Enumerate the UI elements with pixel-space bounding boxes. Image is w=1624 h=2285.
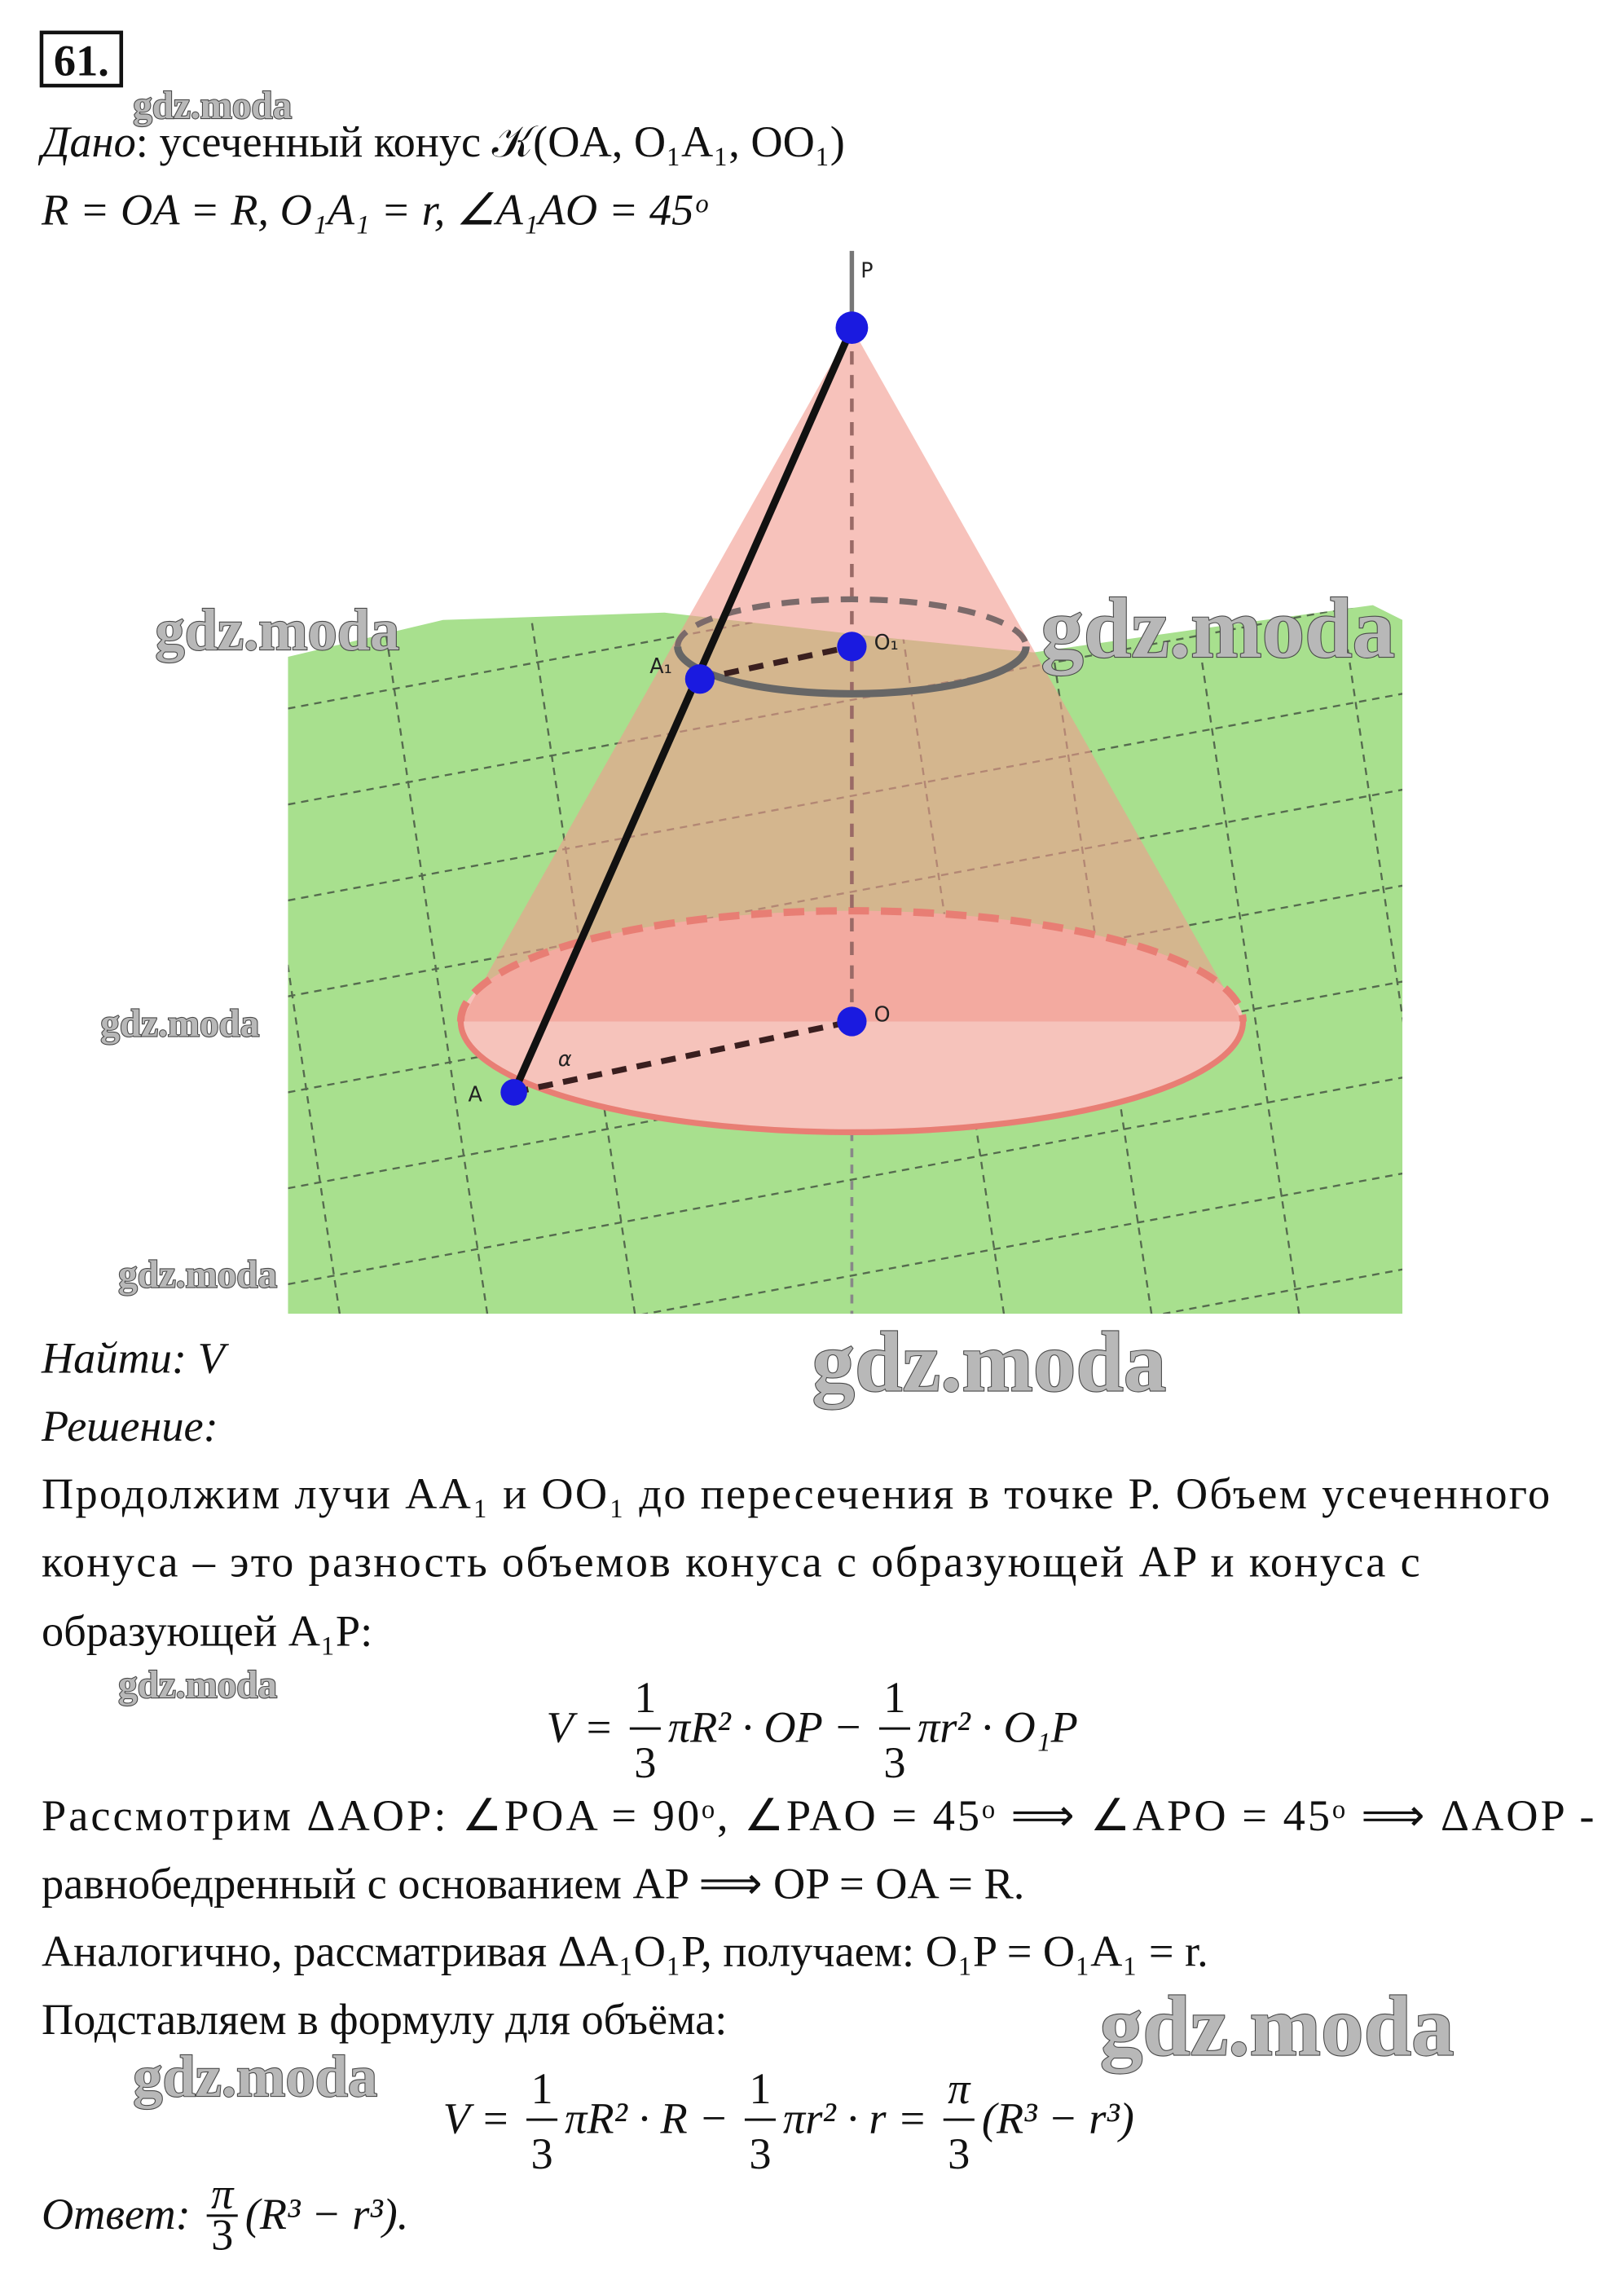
- watermark: gdz.moda: [1041, 580, 1395, 676]
- numerator: π: [211, 2169, 235, 2218]
- numerator: 1: [749, 2064, 771, 2113]
- answer: Ответ: π3 (R³ − r³).: [42, 2169, 408, 2260]
- numerator: 1: [634, 1673, 656, 1722]
- point: [835, 311, 869, 345]
- watermark: gdz.moda: [1100, 1978, 1455, 2073]
- text-line: Рассмотрим ΔAOP: ∠POA = 90ᵒ, ∠PAO = 45ᵒ …: [42, 1791, 1595, 1840]
- base-front: [457, 1021, 1247, 1135]
- watermark: gdz.moda: [812, 1314, 1167, 1409]
- numerator: π: [948, 2064, 971, 2113]
- problem-number: 61.: [54, 36, 109, 85]
- point: [500, 1079, 527, 1106]
- given-line: Дано: усеченный конус 𝒦(OA, O₁A₁, OO₁): [37, 117, 845, 166]
- denominator: 3: [883, 1738, 905, 1787]
- point: [684, 664, 715, 694]
- denominator: 3: [749, 2129, 771, 2178]
- text-line: Продолжим лучи AA₁ и OO₁ до пересечения …: [42, 1469, 1550, 1518]
- text-line: образующей A₁P:: [42, 1607, 372, 1656]
- formula-part: πR² · OP −: [668, 1702, 863, 1751]
- point-label: O₁: [874, 630, 899, 654]
- fraction: 13: [526, 2064, 558, 2178]
- point-label: O: [874, 1002, 891, 1026]
- formula-part: πr² · r =: [783, 2093, 927, 2142]
- fraction: π3: [206, 2169, 238, 2260]
- denominator: 3: [530, 2129, 552, 2178]
- formula-part: V =: [546, 1702, 613, 1751]
- watermark: gdz.moda: [100, 1003, 259, 1046]
- text-line: конуса – это разность объемов конуса с о…: [42, 1538, 1420, 1587]
- numerator: 1: [883, 1673, 905, 1722]
- watermark: gdz.moda: [133, 85, 292, 127]
- radius-r: [699, 643, 853, 682]
- answer-text: (R³ − r³).: [245, 2190, 409, 2239]
- number-box: [39, 30, 124, 88]
- denominator: 3: [634, 1738, 656, 1787]
- formula: V = 13 πR² · R − 13 πr² · r = π3 (R³ − r…: [443, 2064, 1134, 2178]
- solution-label: Решение:: [41, 1402, 218, 1451]
- base-back: [456, 907, 1247, 1022]
- diagram: P O₁ A₁ O A α: [288, 250, 1403, 1314]
- formula: V = 13 πR² · OP − 13 πr² · O₁P: [546, 1673, 1077, 1787]
- given-label: Дано: [37, 117, 136, 166]
- fraction: 13: [629, 1673, 661, 1787]
- formula-part: (R³ − r³): [982, 2093, 1134, 2142]
- point-label: A: [468, 1081, 482, 1106]
- point: [837, 1006, 867, 1037]
- cone-surface: [460, 328, 1243, 1022]
- watermark: gdz.moda: [155, 597, 399, 663]
- denominator: 3: [211, 2211, 233, 2260]
- formula-part: V =: [443, 2093, 510, 2142]
- watermark: gdz.moda: [133, 2043, 377, 2109]
- find: Найти: V: [41, 1334, 230, 1383]
- section-back: [675, 596, 1029, 647]
- fraction: π3: [943, 2064, 975, 2178]
- numerator: 1: [530, 2064, 552, 2113]
- text-line: равнобедренный с основанием AP ⟹ OP = OA…: [42, 1859, 1024, 1908]
- radius-R: [513, 1018, 853, 1095]
- fraction: 13: [744, 2064, 776, 2178]
- point: [837, 632, 867, 662]
- watermark: gdz.moda: [118, 1664, 277, 1706]
- given-text: : усеченный конус 𝒦(OA, O₁A₁, OO₁): [136, 117, 845, 166]
- answer-label: Ответ:: [42, 2190, 191, 2239]
- generatrix: [510, 326, 856, 1094]
- watermark: gdz.moda: [118, 1254, 277, 1297]
- text-line: Аналогично, рассматривая ΔA₁O₁P, получае…: [42, 1927, 1208, 1976]
- text-line: Подставляем в формулу для объёма:: [42, 1995, 727, 2044]
- point-label: A₁: [649, 654, 672, 678]
- point-label: P: [860, 258, 873, 283]
- formula-part: πr² · O₁P: [918, 1702, 1078, 1751]
- fraction: 13: [878, 1673, 911, 1787]
- angle-label: α: [558, 1046, 572, 1071]
- denominator: 3: [948, 2129, 970, 2178]
- cone-front: [460, 1021, 1243, 1133]
- given-conditions: R = OA = R, O₁A₁ = r, ∠A₁AO = 45ᵒ: [41, 185, 708, 234]
- formula-part: πR² · R −: [565, 2093, 728, 2142]
